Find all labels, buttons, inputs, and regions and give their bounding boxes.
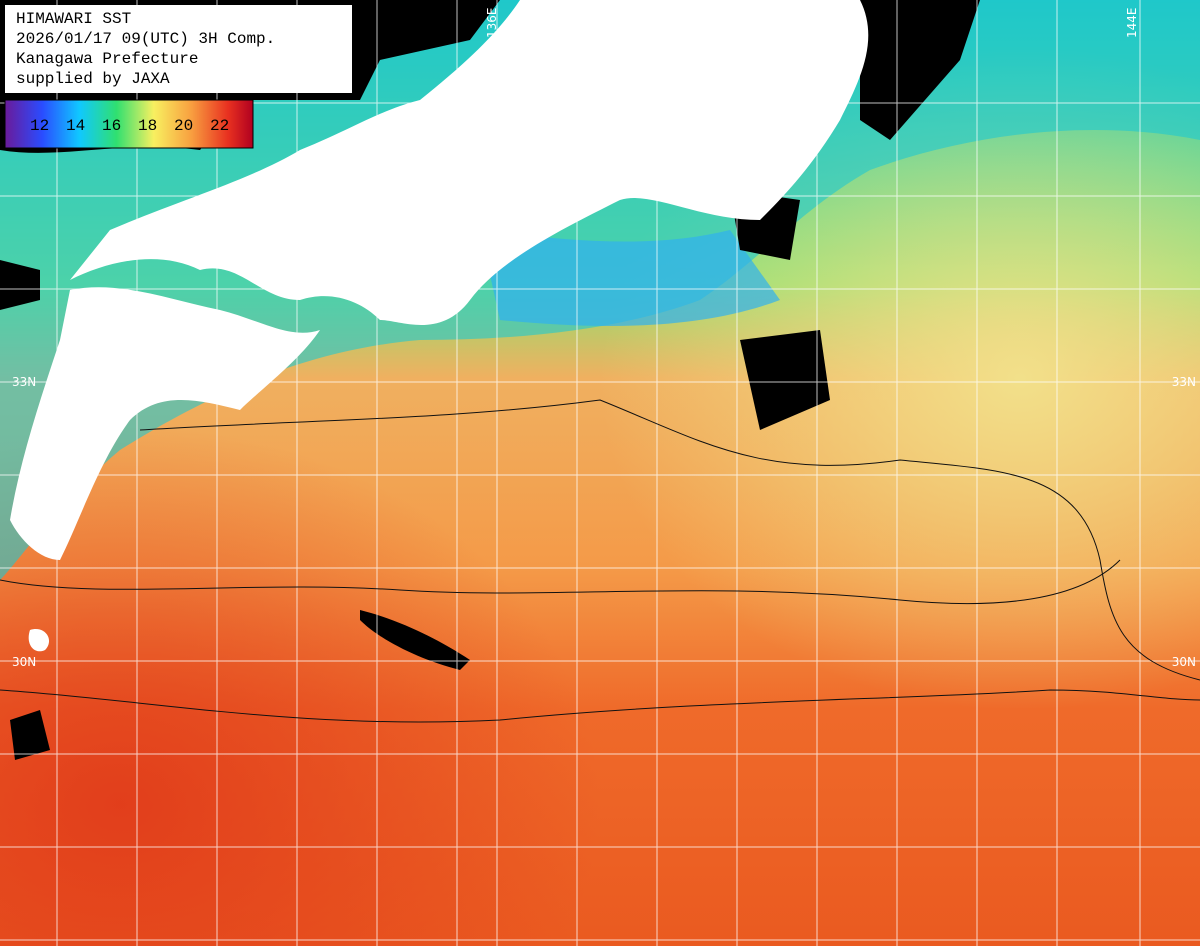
isotherm xyxy=(0,399,1200,723)
lat-label: 33N xyxy=(12,375,36,389)
cold-water xyxy=(480,230,780,326)
colorbar-label: 14 xyxy=(66,117,85,135)
header-line: Kanagawa Prefecture xyxy=(16,50,198,68)
land xyxy=(10,0,869,652)
header-line: 2026/01/17 09(UTC) 3H Comp. xyxy=(16,30,275,48)
header-box xyxy=(5,5,352,93)
header-line: supplied by JAXA xyxy=(16,70,170,88)
colorbar-label: 16 xyxy=(102,117,121,135)
colorbar-label: 12 xyxy=(30,117,49,135)
lat-label: 33N xyxy=(1172,375,1196,389)
colorbar-label: 22 xyxy=(210,117,229,135)
lat-label: 30N xyxy=(1172,655,1196,669)
lat-label: 30N xyxy=(12,655,36,669)
lon-label: 136E xyxy=(485,8,499,39)
header-line: HIMAWARI SST xyxy=(16,10,131,28)
colorbar-label: 20 xyxy=(174,117,193,135)
colorbar-label: 18 xyxy=(138,117,157,135)
colorbar xyxy=(4,99,254,149)
lon-label: 144E xyxy=(1125,8,1139,39)
